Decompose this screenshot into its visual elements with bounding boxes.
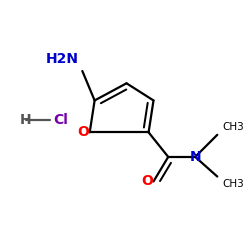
Text: H2N: H2N: [46, 52, 79, 66]
Text: CH3: CH3: [222, 179, 244, 189]
Text: H: H: [20, 113, 32, 127]
Text: O: O: [142, 174, 153, 188]
Text: Cl: Cl: [53, 113, 68, 127]
Text: O: O: [78, 125, 90, 139]
Text: CH3: CH3: [222, 122, 244, 132]
Text: N: N: [190, 150, 201, 164]
